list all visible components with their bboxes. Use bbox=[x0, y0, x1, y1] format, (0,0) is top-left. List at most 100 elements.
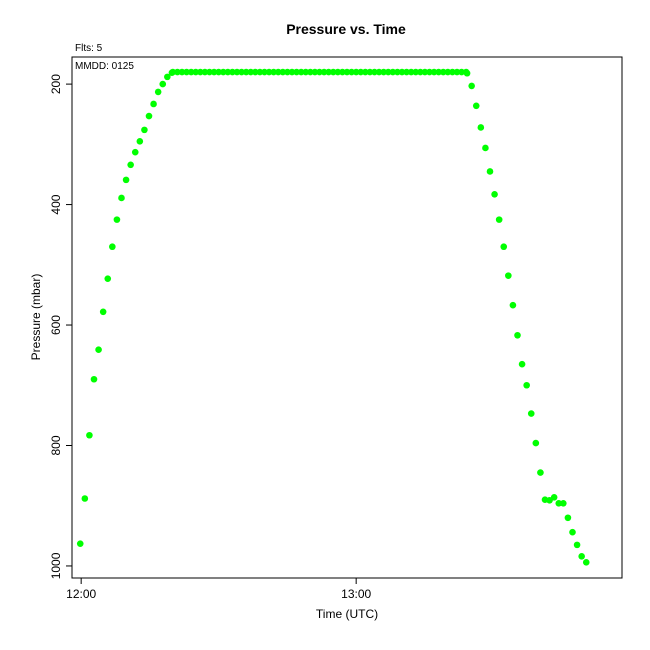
data-point bbox=[537, 469, 544, 476]
data-point bbox=[550, 493, 558, 501]
data-point bbox=[569, 528, 576, 536]
data-point bbox=[104, 275, 112, 282]
data-point bbox=[439, 68, 447, 76]
data-point bbox=[274, 68, 282, 76]
data-point bbox=[329, 68, 337, 76]
data-point bbox=[334, 68, 342, 76]
data-point bbox=[564, 514, 572, 522]
data-point bbox=[366, 68, 374, 76]
y-tick-label: 1000 bbox=[49, 552, 63, 579]
data-point bbox=[90, 375, 98, 383]
data-point bbox=[215, 68, 222, 76]
data-point bbox=[256, 68, 264, 76]
data-point bbox=[192, 68, 200, 76]
data-point bbox=[311, 68, 319, 76]
x-tick-label: 12:00 bbox=[66, 587, 96, 601]
data-point bbox=[505, 272, 512, 279]
data-point bbox=[270, 68, 277, 76]
data-point bbox=[578, 553, 585, 560]
data-point bbox=[403, 68, 410, 76]
data-point bbox=[486, 168, 494, 175]
data-point bbox=[407, 68, 415, 76]
data-point bbox=[127, 161, 134, 169]
y-axis-label: Pressure (mbar) bbox=[29, 274, 43, 361]
data-point bbox=[514, 331, 521, 339]
data-point bbox=[371, 68, 378, 76]
data-point bbox=[453, 68, 461, 76]
data-point bbox=[86, 431, 93, 439]
y-tick-label: 400 bbox=[49, 194, 63, 214]
data-point bbox=[136, 138, 144, 145]
data-point bbox=[284, 68, 291, 76]
data-point bbox=[206, 68, 213, 76]
data-point bbox=[316, 68, 323, 76]
data-point bbox=[307, 68, 314, 76]
data-point bbox=[197, 68, 204, 76]
data-point bbox=[463, 69, 471, 77]
data-point bbox=[389, 68, 397, 76]
data-point bbox=[555, 500, 563, 507]
data-point bbox=[219, 68, 227, 76]
y-tick-label: 200 bbox=[49, 74, 63, 94]
data-point bbox=[352, 68, 360, 76]
data-point bbox=[141, 126, 148, 134]
data-point bbox=[154, 88, 162, 96]
data-point bbox=[145, 112, 153, 120]
chart-title: Pressure vs. Time bbox=[286, 21, 406, 37]
data-point bbox=[573, 541, 581, 549]
data-point bbox=[164, 73, 171, 81]
data-point bbox=[582, 559, 590, 566]
data-point bbox=[178, 68, 186, 76]
data-point bbox=[242, 68, 250, 76]
data-point bbox=[417, 68, 424, 76]
data-point bbox=[430, 68, 438, 76]
data-point bbox=[523, 381, 530, 389]
data-point bbox=[131, 148, 139, 156]
data-point bbox=[320, 68, 328, 76]
data-point bbox=[348, 68, 355, 76]
data-point bbox=[375, 68, 383, 76]
data-point bbox=[265, 68, 273, 76]
data-point bbox=[118, 194, 125, 202]
data-point bbox=[384, 68, 392, 76]
data-point bbox=[509, 301, 517, 309]
data-point bbox=[302, 68, 310, 76]
data-point bbox=[293, 68, 300, 76]
data-point bbox=[394, 68, 401, 76]
data-point bbox=[95, 346, 102, 354]
data-point bbox=[229, 68, 236, 76]
data-point bbox=[210, 68, 218, 76]
data-point bbox=[482, 144, 489, 152]
y-tick-label: 600 bbox=[49, 315, 63, 335]
data-point bbox=[122, 176, 130, 184]
data-point bbox=[109, 243, 116, 251]
data-point bbox=[343, 68, 351, 76]
y-tick-label: 800 bbox=[49, 435, 63, 455]
x-axis-label: Time (UTC) bbox=[316, 607, 378, 621]
data-point bbox=[224, 68, 232, 76]
data-point bbox=[325, 68, 332, 76]
data-point bbox=[174, 68, 181, 76]
data-point bbox=[201, 68, 209, 76]
data-point bbox=[518, 360, 526, 368]
data-point bbox=[532, 439, 540, 447]
data-point bbox=[252, 68, 259, 76]
data-point bbox=[150, 100, 157, 108]
data-point bbox=[412, 68, 420, 76]
data-point bbox=[398, 68, 406, 76]
data-point bbox=[362, 68, 369, 76]
data-point bbox=[81, 495, 89, 502]
data-point bbox=[288, 68, 296, 76]
plot-area-frame bbox=[71, 56, 623, 579]
data-point bbox=[477, 124, 485, 131]
x-tick-label: 13:00 bbox=[341, 587, 371, 601]
data-point bbox=[458, 68, 465, 76]
data-point bbox=[435, 68, 442, 76]
data-points bbox=[76, 68, 590, 566]
date-label: MMDD: 0125 bbox=[75, 61, 134, 72]
data-point bbox=[472, 102, 480, 110]
data-point bbox=[297, 68, 305, 76]
data-point bbox=[426, 68, 433, 76]
data-point bbox=[76, 540, 84, 547]
